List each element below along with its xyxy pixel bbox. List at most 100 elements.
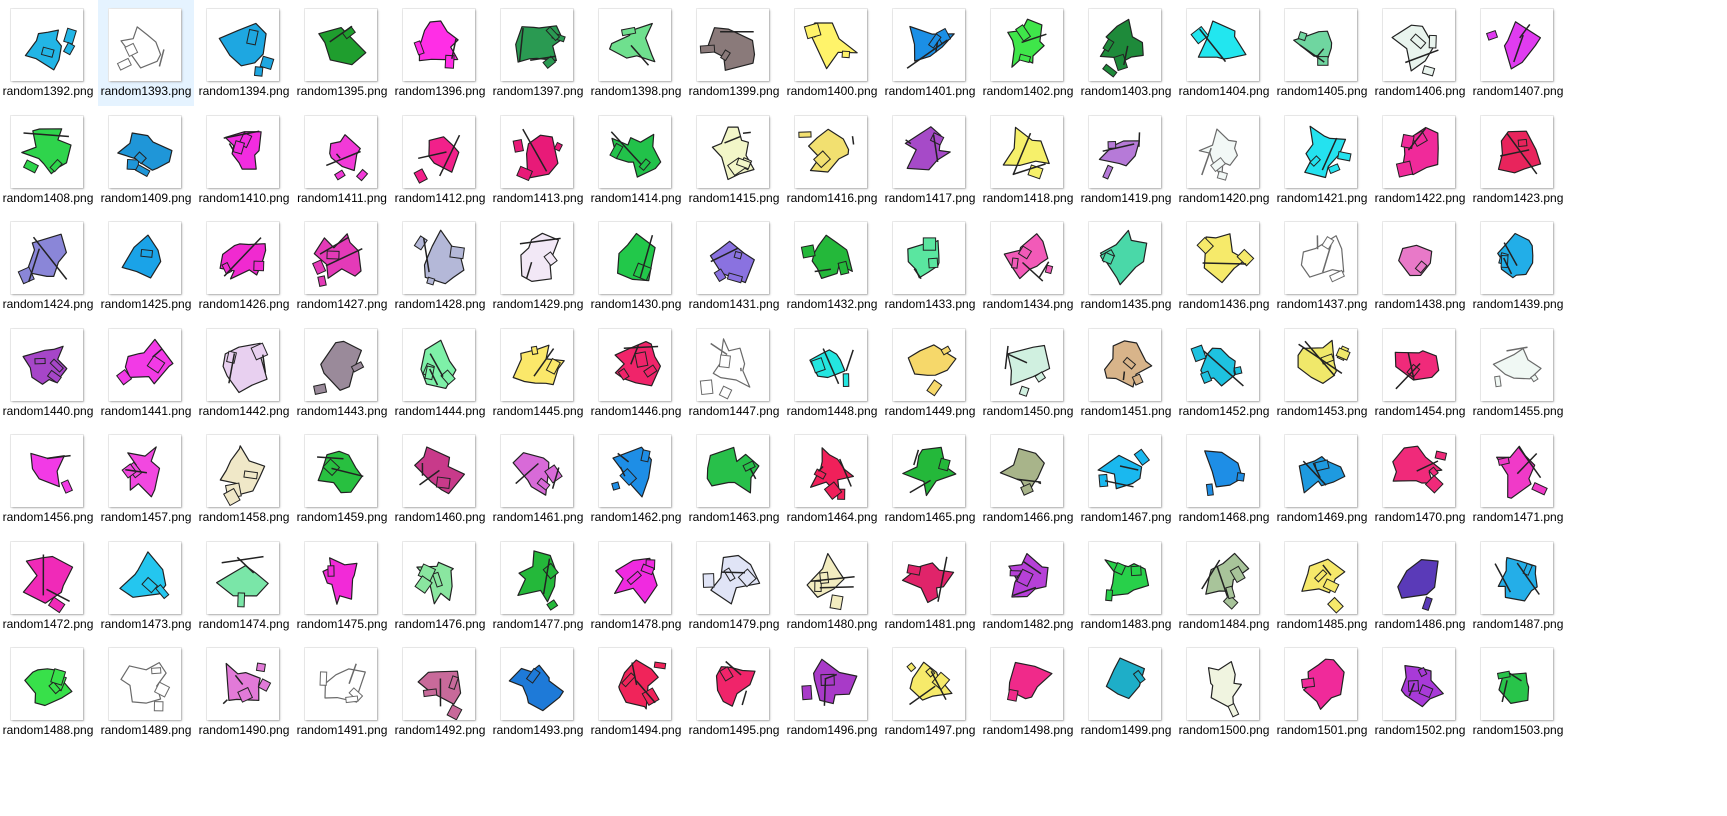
file-item[interactable]: random1397.png <box>490 0 586 106</box>
file-item[interactable]: random1459.png <box>294 426 390 532</box>
file-item[interactable]: random1431.png <box>686 213 782 319</box>
file-item[interactable]: random1503.png <box>1470 639 1566 745</box>
file-item[interactable]: random1454.png <box>1372 320 1468 426</box>
file-item[interactable]: random1484.png <box>1176 533 1272 639</box>
file-item[interactable]: random1453.png <box>1274 320 1370 426</box>
file-item[interactable]: random1429.png <box>490 213 586 319</box>
file-item[interactable]: random1471.png <box>1470 426 1566 532</box>
file-item[interactable]: random1432.png <box>784 213 880 319</box>
file-item[interactable]: random1477.png <box>490 533 586 639</box>
file-item[interactable]: random1452.png <box>1176 320 1272 426</box>
file-item[interactable]: random1425.png <box>98 213 194 319</box>
file-item[interactable]: random1474.png <box>196 533 292 639</box>
file-item[interactable]: random1421.png <box>1274 107 1370 213</box>
file-item[interactable]: random1482.png <box>980 533 1076 639</box>
file-item[interactable]: random1400.png <box>784 0 880 106</box>
file-item[interactable]: random1424.png <box>0 213 96 319</box>
file-item[interactable]: random1404.png <box>1176 0 1272 106</box>
file-item[interactable]: random1417.png <box>882 107 978 213</box>
file-item[interactable]: random1423.png <box>1470 107 1566 213</box>
file-item[interactable]: random1398.png <box>588 0 684 106</box>
file-item[interactable]: random1455.png <box>1470 320 1566 426</box>
file-item[interactable]: random1422.png <box>1372 107 1468 213</box>
file-item[interactable]: random1444.png <box>392 320 488 426</box>
file-item[interactable]: random1392.png <box>0 0 96 106</box>
file-item[interactable]: random1406.png <box>1372 0 1468 106</box>
file-item[interactable]: random1469.png <box>1274 426 1370 532</box>
file-item[interactable]: random1433.png <box>882 213 978 319</box>
file-item[interactable]: random1492.png <box>392 639 488 745</box>
file-item[interactable]: random1491.png <box>294 639 390 745</box>
file-item[interactable]: random1427.png <box>294 213 390 319</box>
file-item[interactable]: random1426.png <box>196 213 292 319</box>
file-item[interactable]: random1420.png <box>1176 107 1272 213</box>
file-item[interactable]: random1439.png <box>1470 213 1566 319</box>
file-item[interactable]: random1401.png <box>882 0 978 106</box>
file-item[interactable]: random1480.png <box>784 533 880 639</box>
file-item[interactable]: random1434.png <box>980 213 1076 319</box>
file-item[interactable]: random1483.png <box>1078 533 1174 639</box>
file-item[interactable]: random1409.png <box>98 107 194 213</box>
file-item[interactable]: random1395.png <box>294 0 390 106</box>
file-item[interactable]: random1443.png <box>294 320 390 426</box>
file-item[interactable]: random1498.png <box>980 639 1076 745</box>
file-item[interactable]: random1442.png <box>196 320 292 426</box>
file-item[interactable]: random1418.png <box>980 107 1076 213</box>
file-item[interactable]: random1462.png <box>588 426 684 532</box>
file-item[interactable]: random1408.png <box>0 107 96 213</box>
file-item[interactable]: random1450.png <box>980 320 1076 426</box>
file-item[interactable]: random1478.png <box>588 533 684 639</box>
file-item[interactable]: random1470.png <box>1372 426 1468 532</box>
file-item[interactable]: random1428.png <box>392 213 488 319</box>
file-item[interactable]: random1411.png <box>294 107 390 213</box>
file-item[interactable]: random1473.png <box>98 533 194 639</box>
file-item[interactable]: random1405.png <box>1274 0 1370 106</box>
file-item[interactable]: random1472.png <box>0 533 96 639</box>
file-item[interactable]: random1416.png <box>784 107 880 213</box>
file-item[interactable]: random1476.png <box>392 533 488 639</box>
file-item[interactable]: random1447.png <box>686 320 782 426</box>
file-item[interactable]: random1449.png <box>882 320 978 426</box>
file-item[interactable]: random1412.png <box>392 107 488 213</box>
file-item[interactable]: random1419.png <box>1078 107 1174 213</box>
file-item[interactable]: random1487.png <box>1470 533 1566 639</box>
file-item[interactable]: random1460.png <box>392 426 488 532</box>
file-item[interactable]: random1413.png <box>490 107 586 213</box>
file-item[interactable]: random1465.png <box>882 426 978 532</box>
file-item[interactable]: random1437.png <box>1274 213 1370 319</box>
file-item[interactable]: random1393.png <box>98 0 194 106</box>
file-item[interactable]: random1415.png <box>686 107 782 213</box>
file-item[interactable]: random1488.png <box>0 639 96 745</box>
file-item[interactable]: random1467.png <box>1078 426 1174 532</box>
file-item[interactable]: random1407.png <box>1470 0 1566 106</box>
file-item[interactable]: random1501.png <box>1274 639 1370 745</box>
file-item[interactable]: random1496.png <box>784 639 880 745</box>
file-item[interactable]: random1458.png <box>196 426 292 532</box>
file-item[interactable]: random1396.png <box>392 0 488 106</box>
file-item[interactable]: random1464.png <box>784 426 880 532</box>
file-item[interactable]: random1502.png <box>1372 639 1468 745</box>
file-item[interactable]: random1499.png <box>1078 639 1174 745</box>
file-item[interactable]: random1399.png <box>686 0 782 106</box>
file-item[interactable]: random1456.png <box>0 426 96 532</box>
file-item[interactable]: random1451.png <box>1078 320 1174 426</box>
file-item[interactable]: random1410.png <box>196 107 292 213</box>
file-item[interactable]: random1446.png <box>588 320 684 426</box>
file-item[interactable]: random1430.png <box>588 213 684 319</box>
file-item[interactable]: random1485.png <box>1274 533 1370 639</box>
file-item[interactable]: random1438.png <box>1372 213 1468 319</box>
file-item[interactable]: random1402.png <box>980 0 1076 106</box>
file-item[interactable]: random1495.png <box>686 639 782 745</box>
file-item[interactable]: random1466.png <box>980 426 1076 532</box>
file-item[interactable]: random1435.png <box>1078 213 1174 319</box>
file-item[interactable]: random1440.png <box>0 320 96 426</box>
file-item[interactable]: random1441.png <box>98 320 194 426</box>
file-item[interactable]: random1414.png <box>588 107 684 213</box>
file-item[interactable]: random1479.png <box>686 533 782 639</box>
file-item[interactable]: random1481.png <box>882 533 978 639</box>
file-item[interactable]: random1475.png <box>294 533 390 639</box>
file-item[interactable]: random1394.png <box>196 0 292 106</box>
file-item[interactable]: random1461.png <box>490 426 586 532</box>
file-item[interactable]: random1445.png <box>490 320 586 426</box>
file-item[interactable]: random1448.png <box>784 320 880 426</box>
